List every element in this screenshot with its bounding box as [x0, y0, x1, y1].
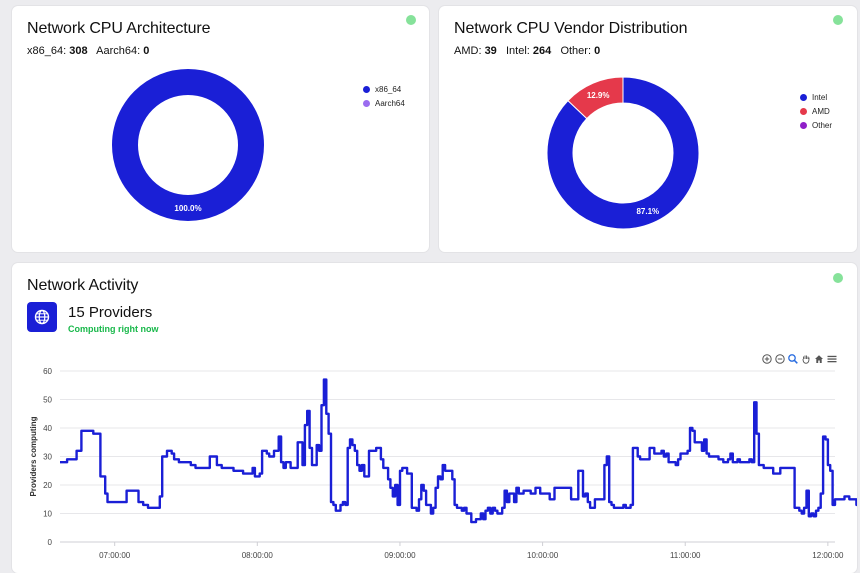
x-tick-label: 11:00:00 [670, 551, 701, 560]
providers-series-line[interactable] [60, 378, 857, 524]
x-tick-label: 07:00:00 [99, 551, 131, 560]
selection-zoom-icon[interactable] [788, 354, 798, 364]
stat-value-x86: 308 [69, 45, 88, 57]
donut-slice-label: 87.1% [636, 207, 659, 216]
y-tick-label: 30 [43, 453, 52, 462]
status-online-dot [406, 15, 416, 25]
network-activity-line-chart: 0 10 20 30 40 50 60 07:00:00 08:00:00 09:00:00 10:… [29, 367, 857, 560]
y-axis-title: Providers computing [29, 416, 38, 496]
network-activity-title: Network Activity [27, 277, 139, 294]
zoom-out-icon[interactable] [775, 354, 785, 364]
cpu-architecture-stats: x86_64: 308 Aarch64: 0 [27, 45, 149, 57]
legend-swatch [363, 99, 370, 107]
stat-value-amd: 39 [484, 45, 497, 57]
legend-item-other[interactable]: Other [800, 118, 832, 132]
status-online-dot [833, 273, 843, 283]
donut-slice-label: 12.9% [587, 91, 610, 100]
legend-label: Other [812, 120, 833, 130]
y-tick-label: 60 [43, 367, 52, 376]
cpu-vendor-stats: AMD: 39 Intel: 264 Other: 0 [454, 45, 600, 57]
x-tick-label: 12:00:00 [812, 551, 844, 560]
donut-slice-intel[interactable] [546, 76, 700, 230]
legend-label: Intel [812, 92, 828, 102]
stat-value-intel: 264 [532, 45, 552, 57]
legend-swatch [800, 93, 807, 101]
x-tick-label: 09:00:00 [384, 551, 416, 560]
y-tick-label: 50 [43, 396, 52, 405]
donut-slice-label: 100.0% [174, 204, 201, 213]
status-online-dot [833, 15, 843, 25]
donut-slice-x86-64[interactable] [112, 69, 264, 221]
network-activity-card: Network Activity 15 Providers Computing … [12, 263, 857, 573]
stat-label-amd: AMD: [454, 45, 482, 57]
legend-item-aarch64[interactable]: Aarch64 [363, 96, 405, 110]
legend-item-intel[interactable]: Intel [800, 90, 832, 104]
globe-icon [34, 309, 50, 325]
legend-swatch [800, 107, 807, 115]
cpu-vendor-legend: Intel AMD Other [800, 90, 832, 132]
zoom-in-icon[interactable] [762, 354, 772, 364]
y-tick-label: 0 [48, 538, 53, 547]
stat-value-other: 0 [594, 45, 601, 57]
legend-label: Aarch64 [375, 98, 405, 108]
legend-item-amd[interactable]: AMD [800, 104, 832, 118]
stat-label-aarch64: Aarch64: [96, 45, 141, 57]
donut-slice-amd[interactable] [567, 76, 624, 120]
providers-globe-icon-box [27, 302, 57, 332]
pan-hand-icon[interactable] [801, 354, 811, 364]
cpu-architecture-card: Network CPU Architecture x86_64: 308 Aar… [12, 6, 429, 252]
legend-label: AMD [812, 106, 830, 116]
y-tick-label: 40 [43, 424, 52, 433]
stat-value-aarch64: 0 [143, 45, 150, 57]
reset-home-icon[interactable] [814, 354, 824, 364]
providers-count: 15 Providers [68, 304, 153, 321]
x-tick-label: 08:00:00 [242, 551, 274, 560]
legend-label: x86_64 [375, 84, 402, 94]
legend-swatch [363, 85, 370, 93]
stat-label-x86: x86_64: [27, 45, 67, 57]
cpu-vendor-card: Network CPU Vendor Distribution AMD: 39 … [439, 6, 857, 252]
cpu-vendor-title: Network CPU Vendor Distribution [454, 20, 688, 37]
y-tick-label: 20 [43, 481, 52, 490]
providers-status: Computing right now [68, 324, 159, 334]
stat-label-intel: Intel: [505, 45, 530, 57]
stat-label-other: Other: [560, 45, 592, 57]
x-tick-label: 10:00:00 [527, 551, 559, 560]
cpu-architecture-donut-chart: 100.0% [112, 69, 264, 221]
legend-swatch [800, 121, 807, 129]
y-tick-label: 10 [43, 510, 52, 519]
menu-icon[interactable] [827, 354, 837, 364]
cpu-architecture-legend: x86_64 Aarch64 [363, 82, 405, 110]
chart-toolbar [762, 354, 837, 364]
cpu-vendor-donut-chart: 87.1% 12.9% [546, 76, 700, 230]
legend-item-x86-64[interactable]: x86_64 [363, 82, 405, 96]
cpu-architecture-title: Network CPU Architecture [27, 20, 211, 37]
